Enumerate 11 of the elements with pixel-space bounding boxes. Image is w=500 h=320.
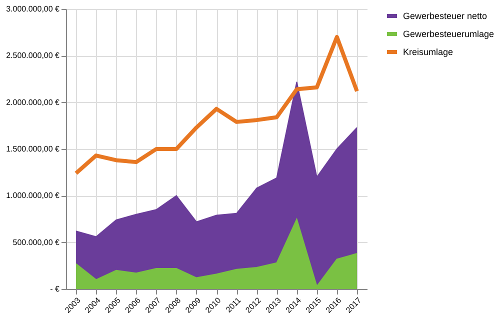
legend-label: Gewerbesteuerumlage xyxy=(403,29,494,39)
y-tick-label: - € xyxy=(50,284,60,294)
y-tick-label: 3.000.000,00 € xyxy=(6,4,60,14)
legend-label: Kreisumlage xyxy=(403,47,454,57)
y-tick-label: 500.000,00 € xyxy=(12,238,60,247)
legend-label: Gewerbesteuer netto xyxy=(403,11,488,21)
line-series xyxy=(74,35,359,176)
y-tick-label: 2.000.000,00 € xyxy=(6,98,60,107)
y-tick-label: 2.500.000,00 € xyxy=(6,51,60,60)
y-tick-label: 1.500.000,00 € xyxy=(6,144,60,154)
y-tick-label: 1.000.000,00 € xyxy=(6,191,60,200)
